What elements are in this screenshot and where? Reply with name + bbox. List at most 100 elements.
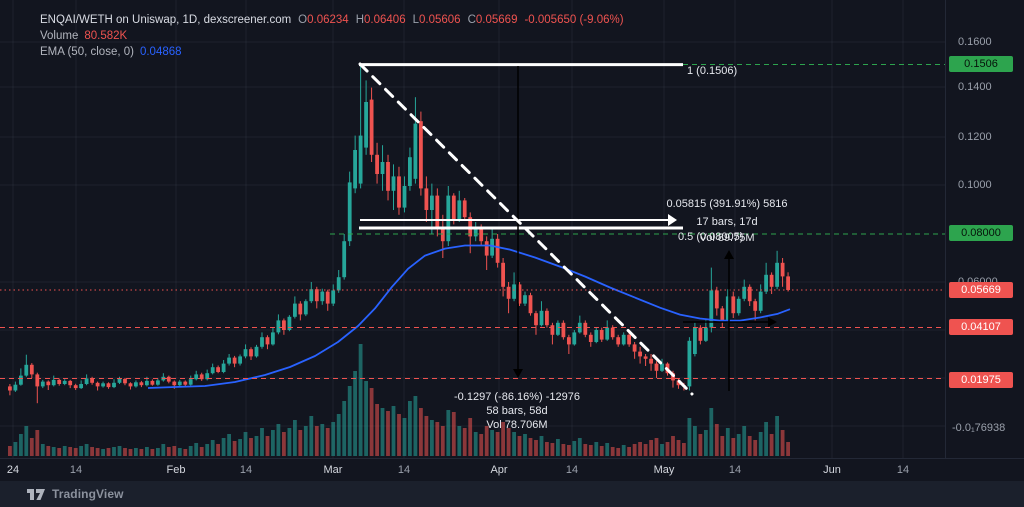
volume-bar bbox=[671, 436, 675, 456]
candle-body bbox=[347, 182, 352, 242]
candle-body bbox=[462, 200, 467, 218]
time-axis-label: Mar bbox=[323, 464, 343, 476]
volume-bar bbox=[698, 434, 703, 456]
tradingview-logo-icon bbox=[27, 488, 45, 500]
volume-bar bbox=[457, 426, 462, 456]
volume-bar bbox=[29, 438, 34, 456]
candle-body bbox=[473, 228, 478, 237]
range-down-bars-label[interactable]: 58 bars, 58d bbox=[486, 405, 548, 417]
range-down-volume-label[interactable]: Vol 78.706M bbox=[486, 419, 548, 431]
tradingview-watermark-text: TradingView bbox=[52, 487, 124, 501]
candle-body bbox=[199, 374, 204, 380]
candle-body bbox=[287, 316, 292, 330]
range-up-value-label[interactable]: 0.05815 (391.91%) 5816 bbox=[666, 198, 788, 210]
trendline-dashed bbox=[358, 62, 694, 396]
candle-body bbox=[561, 322, 566, 338]
candle-body bbox=[309, 289, 314, 302]
volume-bar bbox=[139, 449, 144, 456]
candle-body bbox=[172, 381, 177, 386]
candle-body bbox=[391, 176, 396, 191]
volume-bar bbox=[199, 447, 204, 456]
price-axis-label: -0.0₁76938 bbox=[952, 422, 1006, 434]
volume-bar bbox=[375, 404, 379, 456]
volume-bar bbox=[523, 434, 527, 456]
candle-body bbox=[46, 381, 51, 386]
range-up-volume-label[interactable]: Vol 89.75M bbox=[699, 232, 755, 244]
volume-bar bbox=[605, 443, 610, 456]
candle-body bbox=[594, 330, 599, 342]
volume-bar bbox=[216, 444, 220, 456]
tradingview-attribution[interactable]: TradingView bbox=[27, 487, 124, 501]
candle-body bbox=[95, 382, 100, 387]
range-down-value-label[interactable]: -0.1297 (-86.16%) -12976 bbox=[454, 391, 580, 403]
volume-bar bbox=[484, 426, 489, 456]
candle-body bbox=[177, 381, 182, 386]
ohlc-values: O0.06234 H0.06406 L0.05606 C0.05669 bbox=[291, 14, 517, 26]
volume-bar bbox=[254, 436, 259, 456]
bottom-toolbar: TradingView bbox=[0, 481, 1024, 507]
volume-bar bbox=[473, 432, 478, 456]
candle-body bbox=[397, 176, 401, 208]
candle-body bbox=[638, 351, 642, 357]
volume-bar bbox=[451, 412, 456, 456]
volume-bar bbox=[512, 432, 516, 456]
time-axis-label: Feb bbox=[166, 464, 186, 476]
candle-body bbox=[572, 332, 577, 345]
volume-bar bbox=[8, 446, 12, 456]
symbol-title[interactable]: ENQAI/WETH on Uniswap, 1D, dexscreener.c… bbox=[40, 14, 292, 26]
range-up-bars-label[interactable]: 17 bars, 17d bbox=[696, 216, 758, 228]
fib-level-05-label[interactable]: 0.5 (0.08005) bbox=[678, 231, 744, 243]
candle-body bbox=[227, 357, 231, 364]
volume-bar bbox=[314, 426, 319, 456]
candle-body bbox=[210, 367, 215, 374]
candle-body bbox=[451, 195, 456, 220]
time-axis-label: 14 bbox=[69, 464, 83, 476]
chart-canvas[interactable] bbox=[0, 0, 1024, 481]
time-axis[interactable]: 24 14 Feb 14 Mar 14 Apr 14 May 14 Jun 14 bbox=[0, 458, 1024, 482]
volume-bar bbox=[117, 446, 122, 456]
volume-label[interactable]: Volume bbox=[40, 30, 79, 42]
ohlc-value: 0.06234 bbox=[307, 14, 349, 26]
candle-body bbox=[188, 379, 193, 385]
candle-body bbox=[758, 291, 763, 311]
volume-bar bbox=[753, 440, 758, 456]
volume-bar bbox=[342, 401, 347, 456]
ema-line bbox=[147, 244, 791, 389]
volume-bar bbox=[413, 396, 418, 456]
candle-body bbox=[24, 364, 29, 376]
ohlc-value: 0.05669 bbox=[475, 14, 518, 26]
candle-body bbox=[13, 384, 18, 391]
volume-value: 80.582K bbox=[84, 30, 128, 42]
volume-bar bbox=[758, 432, 763, 456]
candle-body bbox=[232, 357, 237, 364]
volume-bar bbox=[665, 442, 670, 456]
candle-body bbox=[402, 186, 407, 208]
volume-bar bbox=[742, 426, 747, 456]
volume-bar bbox=[276, 424, 281, 456]
candle-body bbox=[742, 286, 747, 299]
candle-body bbox=[709, 290, 714, 328]
candle-body bbox=[676, 380, 681, 386]
volume-bar bbox=[172, 446, 177, 456]
price-axis[interactable]: 0.16000.14000.12000.10000.06000-0.0₁7693… bbox=[945, 0, 1024, 458]
candle-body bbox=[780, 262, 785, 277]
volume-bar bbox=[380, 408, 385, 456]
volume-bar bbox=[320, 424, 325, 456]
candle-body bbox=[567, 337, 571, 345]
time-axis-label: 14 bbox=[239, 464, 253, 476]
candle-body bbox=[545, 310, 549, 326]
volume-bar bbox=[391, 406, 396, 456]
time-axis-label: 14 bbox=[896, 464, 910, 476]
fib-level-1-label[interactable]: 1 (0.1506) bbox=[687, 65, 738, 77]
volume-bar bbox=[249, 438, 253, 456]
price-badge-red: 0.05669 bbox=[949, 282, 1013, 298]
candle-body bbox=[435, 195, 440, 227]
volume-bar bbox=[627, 447, 631, 456]
candle-body bbox=[687, 340, 692, 387]
volume-bar bbox=[40, 444, 45, 456]
ema-label[interactable]: EMA (50, close, 0) bbox=[40, 46, 134, 58]
volume-bar bbox=[495, 432, 500, 456]
volume-bar bbox=[106, 448, 111, 456]
volume-bar bbox=[687, 418, 692, 456]
time-axis-label: Apr bbox=[490, 464, 508, 476]
